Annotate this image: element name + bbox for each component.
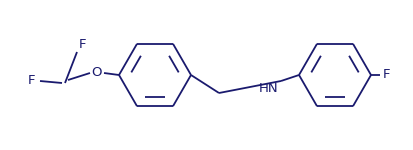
Text: F: F [28, 75, 36, 87]
Text: O: O [92, 66, 102, 80]
Text: F: F [79, 39, 87, 51]
Text: HN: HN [259, 82, 279, 96]
Text: F: F [383, 69, 391, 81]
